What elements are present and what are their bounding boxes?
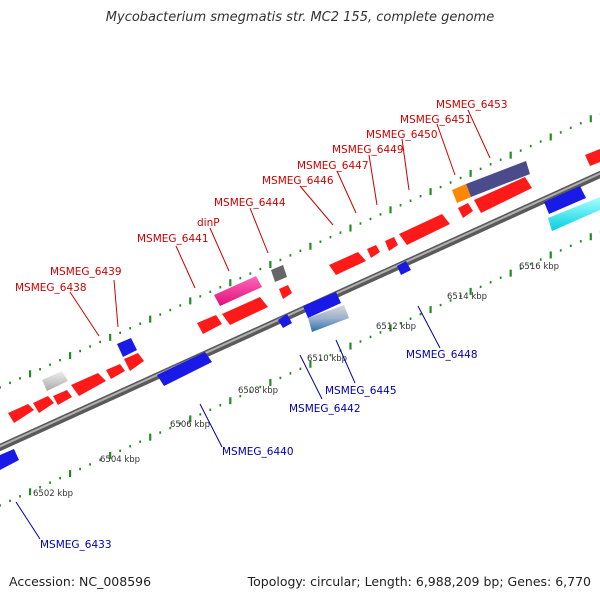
gene-arrow[interactable] xyxy=(303,292,341,318)
genome-stats-label: Topology: circular; Length: 6,988,209 bp… xyxy=(247,574,591,589)
tick-label: 6512 kbp xyxy=(376,322,416,332)
gene-label-msmeg-6439[interactable]: MSMEG_6439 xyxy=(50,266,122,278)
gene-label-msmeg-6433[interactable]: MSMEG_6433 xyxy=(40,539,112,551)
gene-label-msmeg-6444[interactable]: MSMEG_6444 xyxy=(214,197,286,209)
gene-arrow[interactable] xyxy=(458,203,473,218)
map-title: Mycobacterium smegmatis str. MC2 155, co… xyxy=(105,10,495,25)
reverse-gene-labels: MSMEG_6433 MSMEG_6440 MSMEG_6442 MSMEG_6… xyxy=(40,349,478,551)
gene-arrow[interactable] xyxy=(385,237,398,251)
gene-arrow[interactable] xyxy=(278,314,292,328)
gene-label-msmeg-6446[interactable]: MSMEG_6446 xyxy=(262,175,334,187)
gene-arrow[interactable] xyxy=(71,373,106,396)
pseudo-gene[interactable] xyxy=(42,371,68,391)
gene-arrow[interactable] xyxy=(367,245,380,258)
purple-gene-block[interactable] xyxy=(466,161,530,197)
gene-arrow[interactable] xyxy=(544,186,586,214)
gene-arrow[interactable] xyxy=(33,396,54,413)
cyan-gene-block[interactable] xyxy=(548,197,600,231)
tick-label: 6516 kbp xyxy=(519,262,559,272)
gene-label-msmeg-6451[interactable]: MSMEG_6451 xyxy=(400,114,472,126)
gene-label-dinp[interactable]: dinP xyxy=(197,217,220,229)
steel-gene-block[interactable] xyxy=(308,305,349,332)
gene-label-msmeg-6449[interactable]: MSMEG_6449 xyxy=(332,144,404,156)
forward-gene-labels: MSMEG_6438 MSMEG_6439 MSMEG_6441 dinP MS… xyxy=(15,99,508,294)
gene-arrow[interactable] xyxy=(106,364,125,379)
gene-arrow[interactable] xyxy=(157,352,212,386)
gene-label-msmeg-6441[interactable]: MSMEG_6441 xyxy=(137,233,209,245)
tick-label: 6502 kbp xyxy=(33,489,73,499)
gene-arrow[interactable] xyxy=(585,149,600,166)
gene-arrow[interactable] xyxy=(397,261,411,275)
accession-label: Accession: NC_008596 xyxy=(9,574,152,589)
gene-arrow[interactable] xyxy=(0,449,19,470)
unknown-gene[interactable] xyxy=(271,265,287,282)
highlighted-genes xyxy=(42,161,600,391)
gene-label-msmeg-6448[interactable]: MSMEG_6448 xyxy=(406,349,478,361)
gene-label-msmeg-6440[interactable]: MSMEG_6440 xyxy=(222,446,294,458)
gene-arrow[interactable] xyxy=(8,404,34,423)
dinp-gene-block[interactable] xyxy=(214,276,262,306)
gene-arrow[interactable] xyxy=(53,390,72,405)
gene-arrow[interactable] xyxy=(474,177,532,213)
tick-label: 6504 kbp xyxy=(100,455,140,465)
tick-tracks xyxy=(0,112,600,507)
gene-label-msmeg-6445[interactable]: MSMEG_6445 xyxy=(325,385,397,397)
orange-gene-block[interactable] xyxy=(452,184,471,203)
reverse-strand-genes xyxy=(0,186,586,470)
forward-gene-callouts xyxy=(69,109,491,337)
gene-arrow[interactable] xyxy=(124,353,144,371)
gene-label-msmeg-6438[interactable]: MSMEG_6438 xyxy=(15,282,87,294)
gene-label-msmeg-6442[interactable]: MSMEG_6442 xyxy=(289,403,361,415)
forward-strand-genes xyxy=(8,149,600,423)
gene-arrow[interactable] xyxy=(399,214,450,245)
gene-arrow[interactable] xyxy=(117,338,137,357)
tick-label: 6508 kbp xyxy=(238,386,278,396)
gene-arrow[interactable] xyxy=(279,285,292,299)
tick-label: 6514 kbp xyxy=(447,292,487,302)
tick-label: 6506 kbp xyxy=(170,420,210,430)
gene-label-msmeg-6447[interactable]: MSMEG_6447 xyxy=(297,160,369,172)
tick-label: 6510 kbp xyxy=(307,354,347,364)
gene-arrow[interactable] xyxy=(222,297,268,325)
reverse-gene-callouts xyxy=(15,305,441,540)
gene-label-msmeg-6450[interactable]: MSMEG_6450 xyxy=(366,129,438,141)
gene-arrow[interactable] xyxy=(329,252,366,275)
genome-backbone xyxy=(0,170,600,452)
gene-label-msmeg-6453[interactable]: MSMEG_6453 xyxy=(436,99,508,111)
gene-arrow[interactable] xyxy=(197,315,222,334)
kbp-tick-labels: 6502 kbp 6504 kbp 6506 kbp 6508 kbp 6510… xyxy=(33,262,559,499)
